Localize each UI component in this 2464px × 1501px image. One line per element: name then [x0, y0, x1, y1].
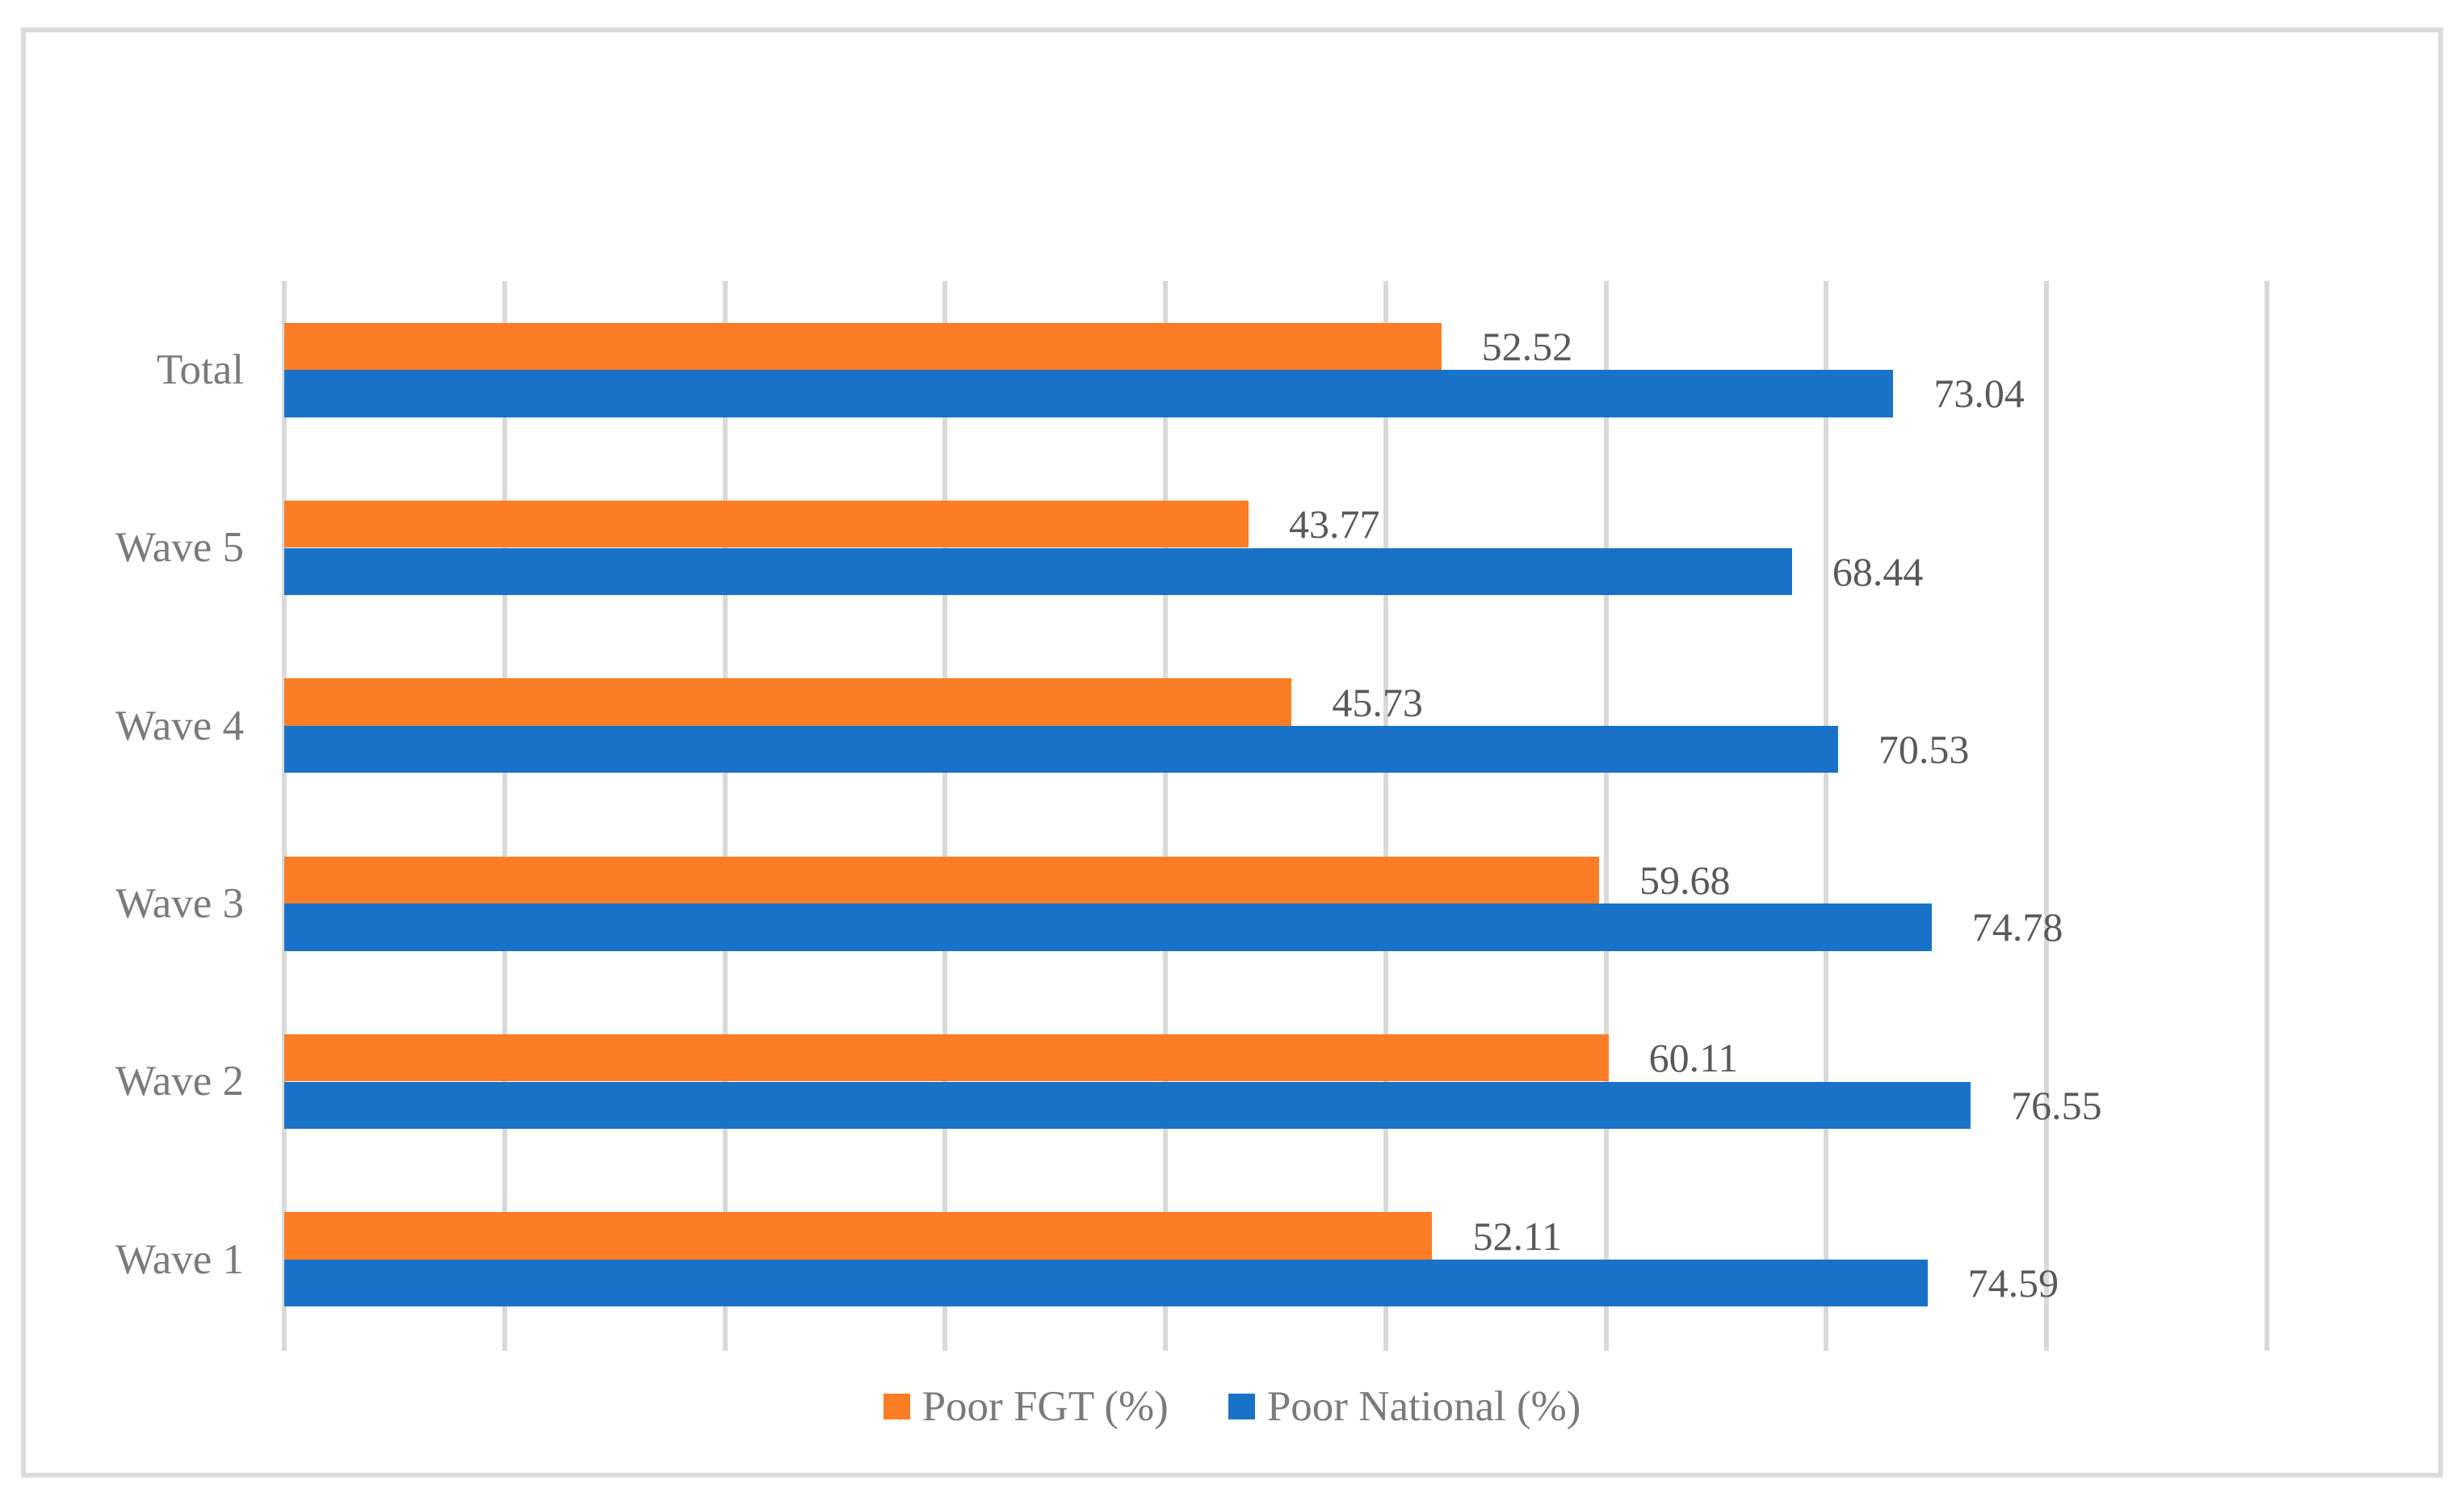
chart-frame: 52.52 73.04 43.77 68.44 45.73 70.53 59.68 74.78…	[21, 27, 2443, 1478]
category-label-wave-1: Wave 1	[115, 1235, 244, 1283]
gridline-40	[1163, 281, 1169, 1351]
gridline-80	[2044, 281, 2050, 1351]
gridline-10	[502, 281, 507, 1351]
poor-national-bar-wave-1	[284, 1259, 1928, 1307]
gridline-60	[1603, 281, 1609, 1351]
category-label-wave-2: Wave 2	[115, 1058, 244, 1105]
category-label-total: Total	[156, 346, 244, 394]
category-label-wave-3: Wave 3	[115, 880, 244, 928]
legend-item-poor-fgt: Poor FGT (%)	[883, 1382, 1169, 1431]
gridline-50	[1383, 281, 1388, 1351]
poor-fgt-bar-wave-5	[284, 500, 1249, 548]
poor-fgt-bar-total	[284, 322, 1442, 371]
legend-item-poor-national: Poor National (%)	[1228, 1382, 1581, 1431]
poor-national-value-label-wave-5: 68.44	[1832, 548, 1924, 594]
legend-label-poor-national: Poor National (%)	[1266, 1383, 1581, 1430]
gridline-30	[942, 281, 948, 1351]
poor-fgt-value-label-wave-2: 60.11	[1648, 1035, 1739, 1081]
poor-fgt-value-label-total: 52.52	[1481, 323, 1573, 369]
poor-national-value-label-wave-3: 74.78	[1971, 904, 2063, 950]
poor-fgt-value-label-wave-5: 43.77	[1288, 501, 1380, 547]
legend-label-poor-fgt: Poor FGT (%)	[921, 1383, 1169, 1430]
category-label-wave-5: Wave 5	[115, 524, 244, 572]
gridline-70	[1824, 281, 1829, 1351]
gridline-90	[2265, 281, 2269, 1351]
poor-national-bar-wave-2	[284, 1081, 1971, 1130]
poor-fgt-bar-wave-1	[284, 1212, 1433, 1260]
poor-national-bar-wave-4	[284, 725, 1838, 774]
poor-fgt-bar-wave-4	[284, 678, 1292, 726]
poor-national-value-label-wave-1: 74.59	[1967, 1260, 2059, 1306]
legend: Poor FGT (%) Poor National (%)	[26, 1374, 2438, 1439]
plot-area: 52.52 73.04 43.77 68.44 45.73 70.53 59.68 74.78…	[282, 281, 2269, 1351]
poor-fgt-value-label-wave-4: 45.73	[1332, 679, 1423, 725]
poor-national-bar-wave-5	[284, 547, 1792, 596]
legend-swatch-poor-fgt	[883, 1394, 910, 1419]
category-label-wave-4: Wave 4	[115, 702, 244, 749]
poor-national-value-label-total: 73.04	[1933, 371, 2025, 417]
poor-national-bar-wave-3	[284, 904, 1932, 951]
poor-fgt-value-label-wave-3: 59.68	[1639, 857, 1731, 903]
poor-national-value-label-wave-2: 76.55	[2011, 1082, 2102, 1128]
legend-swatch-poor-national	[1228, 1394, 1255, 1419]
poor-national-bar-total	[284, 370, 1894, 417]
poor-fgt-bar-wave-3	[284, 856, 1599, 904]
poor-fgt-value-label-wave-1: 52.11	[1472, 1213, 1563, 1259]
poor-fgt-bar-wave-2	[284, 1034, 1609, 1082]
poor-national-value-label-wave-4: 70.53	[1878, 727, 1970, 773]
gridline-20	[722, 281, 728, 1351]
gridline-0	[282, 281, 287, 1351]
